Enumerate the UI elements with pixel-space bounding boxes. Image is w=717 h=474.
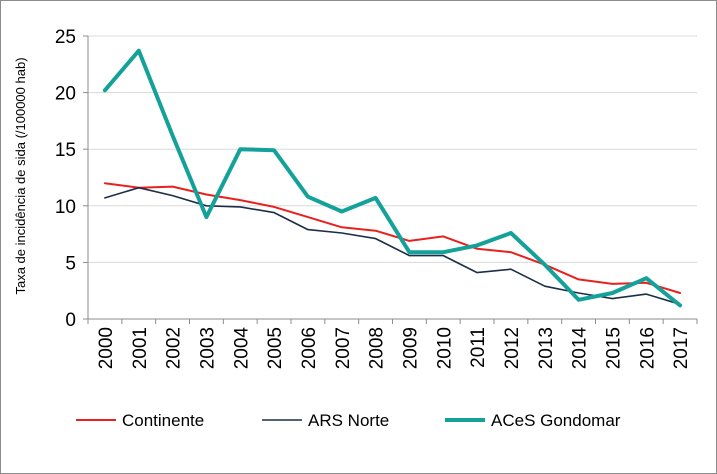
y-tick-label: 10 bbox=[55, 197, 76, 218]
x-tick-label: 2008 bbox=[367, 327, 388, 369]
x-tick-label: 2006 bbox=[299, 327, 320, 369]
y-tick-label: 25 bbox=[55, 27, 76, 48]
y-tick-label: 15 bbox=[55, 140, 76, 161]
x-tick-label: 2011 bbox=[468, 327, 489, 368]
x-tick-label: 2012 bbox=[502, 327, 523, 369]
x-tick-label: 2013 bbox=[536, 327, 557, 369]
y-tick-labels: 0 5 10 15 20 25 bbox=[55, 27, 76, 331]
x-tick-label: 2005 bbox=[265, 327, 286, 369]
legend-label: ARS Norte bbox=[308, 411, 389, 430]
legend: Continente ARS Norte ACeS Gondomar bbox=[76, 411, 621, 430]
x-tick-label: 2009 bbox=[400, 327, 421, 369]
legend-label: Continente bbox=[122, 411, 204, 430]
x-tick-label: 2000 bbox=[96, 327, 117, 369]
grid-lines bbox=[88, 35, 697, 263]
x-tick-label: 2016 bbox=[637, 327, 658, 369]
x-tick-label: 2003 bbox=[197, 327, 218, 369]
x-tick-label: 2004 bbox=[231, 327, 252, 370]
x-tick-label: 2001 bbox=[130, 327, 151, 369]
series-line-aces-gondomar bbox=[102, 48, 683, 308]
legend-label: ACeS Gondomar bbox=[491, 411, 621, 430]
x-tick-labels: 2000 2001 2002 2003 2004 2005 2006 2007 2008 2009… bbox=[96, 327, 692, 370]
x-tick-label: 2007 bbox=[333, 327, 354, 369]
series-lines bbox=[102, 48, 683, 308]
y-tick-label: 5 bbox=[65, 253, 76, 274]
x-tick-label: 2010 bbox=[434, 327, 455, 369]
x-tick-label: 2017 bbox=[671, 327, 692, 369]
axes bbox=[83, 35, 698, 324]
y-axis-title: Taxa de incidência de sida (/100000 hab) bbox=[13, 57, 28, 294]
series-line-ars-norte bbox=[104, 186, 681, 306]
x-tick-label: 2015 bbox=[603, 327, 624, 369]
x-tick-label: 2014 bbox=[570, 327, 591, 370]
y-tick-label: 0 bbox=[65, 310, 76, 331]
y-tick-label: 20 bbox=[55, 84, 76, 105]
series-line-continente bbox=[103, 182, 682, 294]
x-tick-label: 2002 bbox=[164, 327, 185, 369]
